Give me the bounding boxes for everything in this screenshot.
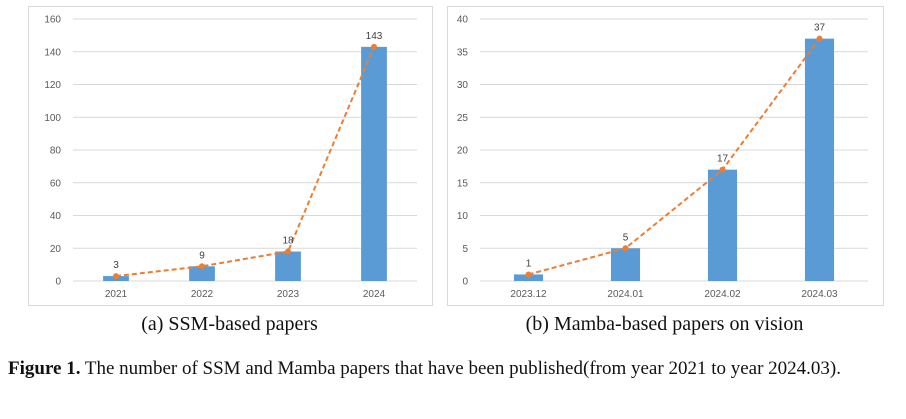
mamba-trend-line — [528, 38, 821, 276]
mamba-trend-point-2024.02 — [719, 166, 726, 173]
chart-panel-ssm: 0 20 40 60 80 100 120 140 160 2021 2022 2023 2024 3 9 1… — [28, 6, 433, 306]
ssm-x-tick-label: 2023 — [277, 289, 300, 300]
ssm-y-tick-label: 80 — [50, 146, 62, 157]
mamba-y-tick-label: 40 — [457, 15, 469, 26]
ssm-trend-line — [115, 46, 375, 278]
ssm-data-label: 143 — [366, 31, 383, 42]
mamba-x-tick-label: 2024.01 — [607, 289, 644, 300]
mamba-y-tick-label: 0 — [462, 277, 468, 288]
ssm-data-label: 3 — [113, 260, 119, 271]
mamba-bar-2024.01 — [610, 248, 641, 281]
mamba-x-tick-label: 2023.12 — [510, 289, 547, 300]
mamba-data-label: 37 — [814, 23, 826, 34]
ssm-y-tick-label: 120 — [44, 80, 61, 91]
mamba-data-label: 5 — [623, 232, 629, 243]
mamba-x-tick-label: 2024.02 — [704, 289, 741, 300]
mamba-y-tick-label: 35 — [457, 47, 469, 58]
ssm-trend-point-2022 — [199, 263, 205, 270]
ssm-y-tick-label: 100 — [44, 113, 61, 124]
ssm-bar-2024 — [361, 46, 387, 282]
ssm-y-tick-label: 160 — [44, 15, 61, 26]
ssm-trend-point-2023 — [285, 248, 291, 255]
mamba-y-tick-label: 20 — [457, 146, 469, 157]
ssm-x-tick-label: 2022 — [191, 289, 214, 300]
figure-caption-text: The number of SSM and Mamba papers that … — [80, 358, 841, 379]
mamba-y-tick-label: 25 — [457, 113, 469, 124]
ssm-y-tick-label: 140 — [44, 47, 61, 58]
subfigure-caption-b: (b) Mamba-based papers on vision — [525, 313, 804, 335]
ssm-y-tick-label: 40 — [50, 211, 62, 222]
ssm-x-tick-label: 2024 — [363, 289, 386, 300]
mamba-bar-2024.03 — [804, 38, 835, 282]
subfigure-caption-a: (a) SSM-based papers — [141, 313, 318, 335]
mamba-trend-point-2024.03 — [816, 35, 823, 42]
ssm-data-label: 18 — [282, 236, 294, 247]
ssm-data-label: 9 — [199, 250, 205, 261]
chart-panel-mamba: 0 5 10 15 20 25 30 35 40 2023.12 2024.01 2024.02 202… — [447, 6, 884, 306]
ssm-y-tick-label: 20 — [50, 244, 62, 255]
ssm-y-tick-label: 60 — [50, 178, 62, 189]
ssm-trend-point-2021 — [113, 273, 119, 280]
mamba-bar-2024.02 — [707, 169, 738, 281]
figure-label: Figure 1. — [8, 358, 81, 379]
mamba-x-tick-label: 2024.03 — [801, 289, 838, 300]
ssm-trend-point-2024 — [371, 43, 377, 50]
chart-ssm-papers: 0 20 40 60 80 100 120 140 160 2021 2022 2023 2024 3 9 1… — [44, 15, 417, 300]
figure-caption: Figure 1. The number of SSM and Mamba pa… — [8, 355, 903, 383]
mamba-y-tick-label: 15 — [457, 178, 469, 189]
mamba-trend-point-2024.01 — [622, 245, 629, 252]
mamba-trend-point-2023.12 — [525, 271, 532, 278]
mamba-y-tick-label: 30 — [457, 80, 469, 91]
mamba-bar-2023.12 — [513, 274, 544, 281]
ssm-y-tick-label: 0 — [55, 277, 61, 288]
ssm-bar-2022 — [189, 266, 215, 281]
ssm-x-tick-label: 2021 — [105, 289, 128, 300]
mamba-data-label: 17 — [717, 154, 729, 165]
mamba-y-tick-label: 5 — [462, 244, 468, 255]
mamba-data-label: 1 — [526, 258, 532, 269]
ssm-bar-2023 — [275, 251, 301, 281]
mamba-y-tick-label: 10 — [457, 211, 469, 222]
